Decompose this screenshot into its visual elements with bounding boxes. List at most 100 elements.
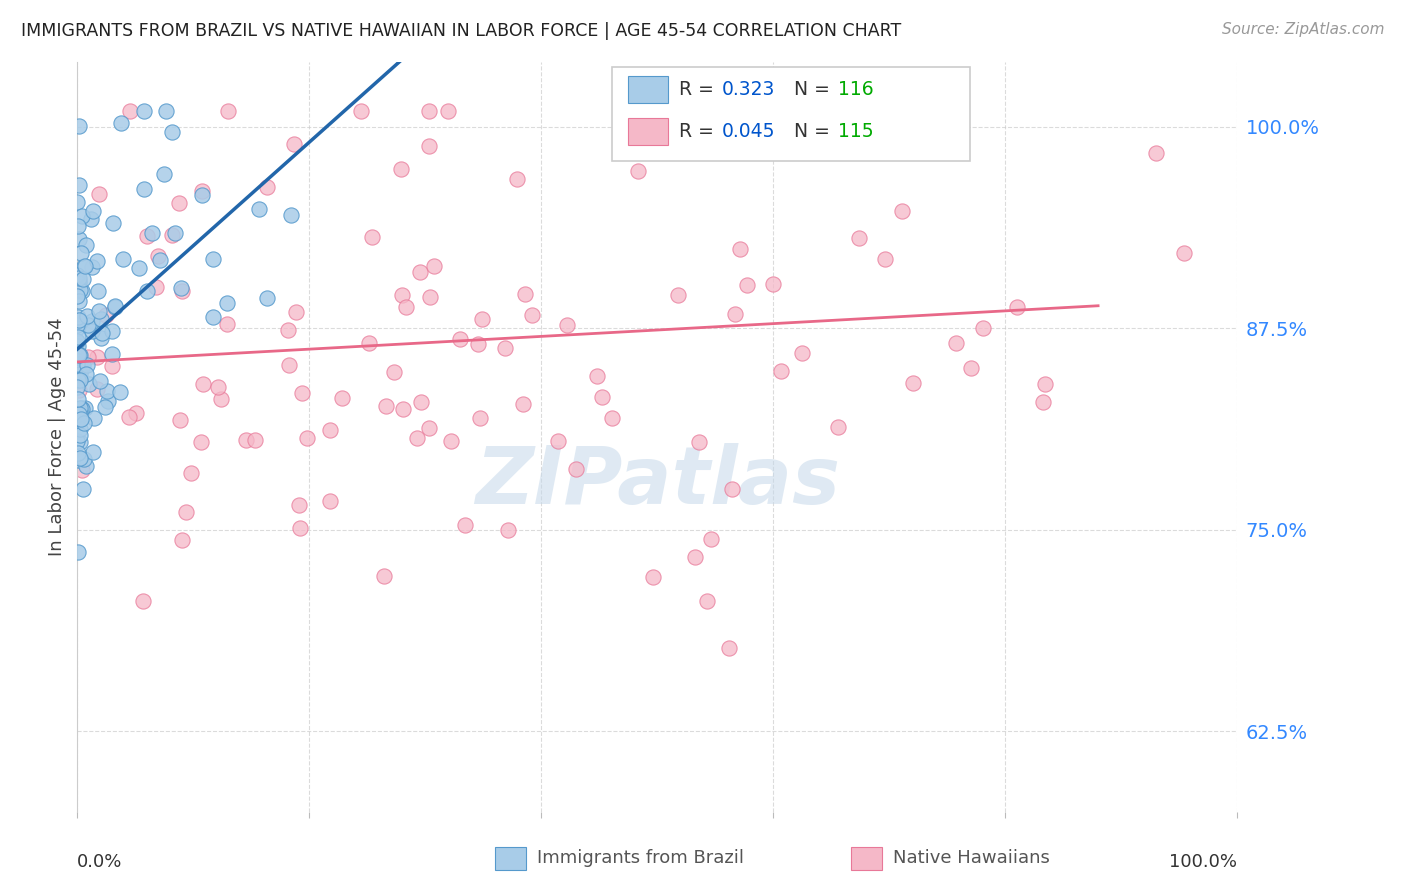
Text: N =: N =: [794, 79, 837, 99]
Point: [169, 413, 191, 427]
Point: [145, 280, 167, 294]
Point: [853, 103, 876, 118]
Text: R =: R =: [679, 79, 720, 99]
Point: [149, 252, 172, 267]
Point: [247, 202, 270, 217]
Point: [792, 346, 814, 360]
Point: [207, 380, 229, 394]
Point: [104, 300, 127, 314]
Point: [66, 313, 89, 327]
Point: [191, 184, 214, 198]
Point: [66, 357, 89, 371]
Point: [163, 226, 186, 240]
Point: [72, 358, 94, 372]
Point: [82, 204, 104, 219]
Point: [505, 172, 527, 186]
Point: [683, 549, 706, 564]
Point: [76, 237, 98, 252]
Point: [75, 368, 97, 382]
Point: [382, 365, 405, 379]
Point: [66, 392, 89, 406]
Text: N =: N =: [794, 121, 837, 141]
Point: [66, 330, 89, 344]
Point: [103, 216, 125, 230]
Point: [76, 318, 98, 332]
Text: 0.045: 0.045: [721, 121, 775, 141]
Point: [411, 395, 433, 409]
Point: [277, 359, 299, 373]
Point: [89, 186, 111, 201]
Point: [67, 348, 90, 362]
Point: [104, 299, 127, 313]
Point: [72, 209, 94, 223]
Point: [626, 103, 648, 118]
Point: [468, 410, 491, 425]
Point: [170, 281, 193, 295]
Point: [69, 405, 91, 419]
Point: [494, 341, 516, 355]
Point: [152, 167, 174, 181]
Point: [66, 310, 89, 324]
Point: [69, 428, 91, 442]
Point: [67, 178, 90, 193]
Point: [89, 374, 111, 388]
Point: [959, 361, 981, 376]
Text: 115: 115: [838, 121, 873, 141]
Point: [318, 493, 340, 508]
Text: Native Hawaiians: Native Hawaiians: [893, 849, 1050, 867]
Point: [69, 354, 91, 368]
Point: [66, 409, 89, 424]
Point: [418, 420, 440, 434]
Point: [70, 246, 93, 260]
Point: [79, 212, 101, 227]
Point: [827, 419, 849, 434]
Point: [1035, 376, 1057, 391]
Point: [69, 401, 91, 415]
Point: [66, 413, 89, 427]
Point: [512, 397, 534, 411]
Point: [66, 370, 89, 384]
Point: [728, 242, 751, 256]
Point: [128, 261, 150, 276]
Point: [66, 373, 89, 387]
Point: [762, 277, 785, 292]
Point: [201, 252, 224, 267]
Point: [243, 433, 266, 447]
Point: [97, 393, 120, 408]
Point: [80, 314, 103, 328]
Point: [86, 350, 108, 364]
Point: [125, 406, 148, 420]
Point: [256, 291, 278, 305]
Point: [496, 523, 519, 537]
Point: [174, 505, 197, 519]
Point: [87, 284, 110, 298]
Point: [180, 467, 202, 481]
Point: [283, 137, 305, 152]
Point: [67, 277, 90, 291]
Point: [1007, 300, 1029, 314]
Point: [288, 499, 311, 513]
Point: [522, 309, 544, 323]
Point: [66, 545, 89, 559]
Point: [76, 358, 98, 372]
Point: [72, 402, 94, 417]
Point: [67, 232, 90, 246]
Point: [471, 312, 494, 326]
Point: [600, 411, 623, 425]
Text: ZIPatlas: ZIPatlas: [475, 443, 839, 521]
Point: [160, 228, 183, 243]
Text: Immigrants from Brazil: Immigrants from Brazil: [537, 849, 744, 867]
Text: 0.0%: 0.0%: [77, 853, 122, 871]
Point: [80, 260, 103, 275]
Point: [718, 640, 741, 655]
Point: [406, 431, 429, 445]
Point: [256, 180, 278, 194]
Point: [716, 127, 738, 141]
Point: [155, 103, 177, 118]
Point: [395, 300, 418, 314]
Point: [73, 259, 96, 273]
Point: [66, 335, 89, 350]
Point: [69, 435, 91, 450]
Point: [146, 249, 169, 263]
Point: [136, 284, 159, 298]
